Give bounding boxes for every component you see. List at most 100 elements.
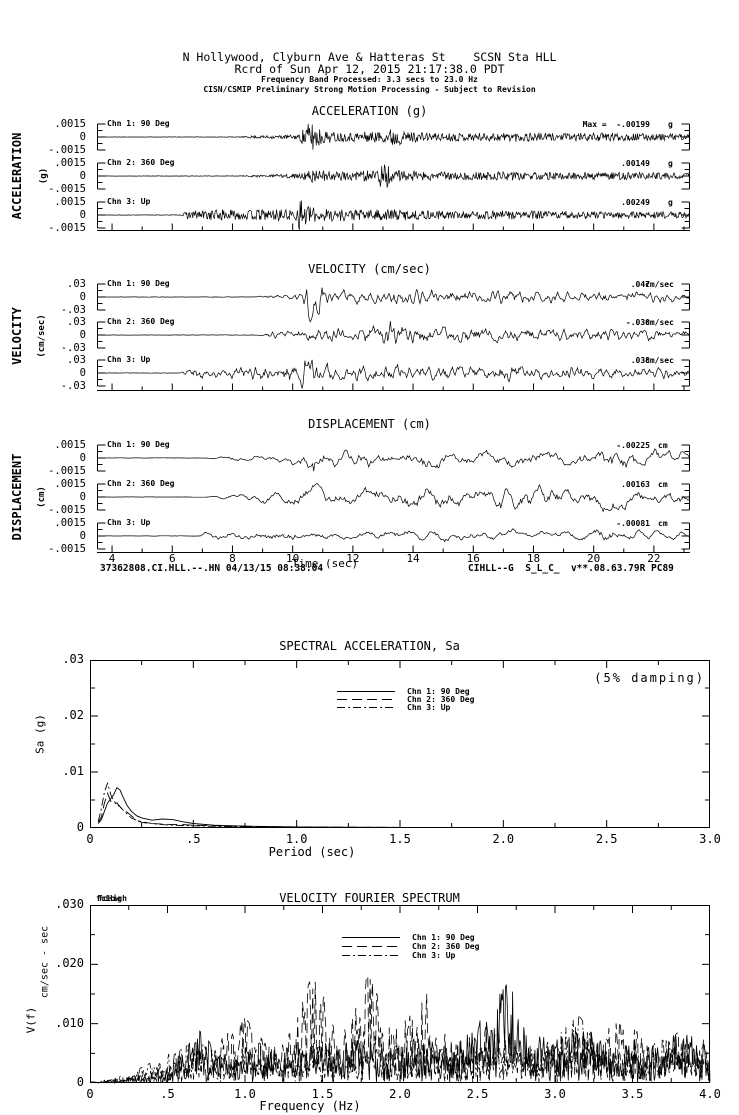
damping-note: (5% damping) — [594, 671, 705, 685]
y-tick-label: 0 — [76, 1075, 84, 1089]
peak-value: -.030 — [625, 318, 650, 327]
y-tick-label: .02 — [62, 708, 84, 722]
channel-label: Chn 2: 360 Deg — [107, 317, 175, 326]
legend-line-solid — [337, 691, 395, 692]
x-tick-label: 3.0 — [699, 832, 721, 846]
sa-legend-row-ch2: Chn 2: 360 Deg — [337, 695, 474, 704]
ytick-pos-label: .03 — [67, 278, 86, 290]
sa-x-axis-label: Period (sec) — [268, 845, 356, 859]
time-tick-label: 4 — [108, 552, 116, 565]
displacement-panel-title: DISPLACEMENT (cm) — [308, 417, 431, 431]
record-datetime: Rcrd of Sun Apr 12, 2015 21:17:38.0 PDT — [234, 62, 505, 76]
trace-displacement-ch1: .0015 0 -.0015 Chn 1: 90 Deg -.00225 cm — [0, 428, 739, 488]
record-id-footer: 37362808.CI.HLL.--.HN 04/13/15 08:38:04 — [100, 563, 324, 574]
ytick-neg-label: -.0015 — [48, 183, 86, 195]
trace-acceleration-ch2: .0015 0 -.0015 Chn 2: 360 Deg .00149 g — [0, 146, 739, 206]
legend-line-dashed — [342, 946, 400, 947]
waveform-velocity-ch1 — [97, 283, 691, 323]
time-tick-label: 20 — [587, 552, 601, 565]
waveform-displacement-ch3 — [97, 522, 691, 550]
displacement-time-axis — [97, 545, 690, 553]
legend-line-dashed — [337, 699, 395, 700]
y-tick-label: .01 — [62, 764, 84, 778]
fourier-chart-plot — [89, 905, 711, 1085]
ytick-pos-label: .0015 — [54, 478, 86, 490]
peak-value: -.00225 — [616, 441, 650, 450]
waveform-velocity-ch3 — [97, 359, 691, 389]
ytick-neg-label: -.0015 — [48, 222, 86, 234]
peak-value: .00149 — [621, 159, 650, 168]
channel-label: Chn 2: 360 Deg — [107, 158, 175, 167]
peak-unit: cm — [658, 480, 668, 489]
fourier-legend-row-ch1: Chn 1: 90 Deg — [342, 933, 475, 942]
x-tick-label: .5 — [186, 832, 201, 846]
channel-label: Chn 3: Up — [107, 197, 151, 206]
peak-unit: g — [668, 198, 673, 207]
station-title: N Hollywood, Clyburn Ave & Hatteras St S… — [182, 50, 557, 64]
legend-label: Chn 1: 90 Deg — [412, 933, 475, 942]
time-tick-label: 8 — [229, 552, 236, 565]
waveform-displacement-ch1 — [97, 444, 691, 472]
ytick-zero-label: 0 — [79, 291, 86, 303]
trace-velocity-ch1: .03 0 -.03 Chn 1: 90 Deg .047 cm/sec — [0, 267, 739, 327]
x-tick-label: 1.0 — [234, 1087, 256, 1101]
ytick-neg-label: -.03 — [60, 342, 86, 354]
ytick-pos-label: .0015 — [54, 157, 86, 169]
ytick-zero-label: 0 — [79, 329, 86, 341]
waveform-acceleration-ch2 — [97, 162, 691, 190]
ytick-pos-label: .03 — [67, 354, 86, 366]
legend-label: Chn 3: Up — [407, 703, 451, 712]
trace-displacement-ch3: .0015 0 -.0015 Chn 3: Up -.00081 cm — [0, 506, 739, 566]
channel-label: Chn 3: Up — [107, 518, 151, 527]
ytick-neg-label: -.03 — [60, 380, 86, 392]
legend-label: Chn 2: 360 Deg — [412, 942, 480, 951]
trace-velocity-ch3: .03 0 -.03 Chn 3: Up .038 cm/sec — [0, 343, 739, 403]
ytick-neg-label: -.0015 — [48, 144, 86, 156]
legend-line-dashdot — [342, 955, 400, 956]
sa-chart-title: SPECTRAL ACCELERATION, Sa — [279, 639, 460, 653]
x-tick-label: .5 — [160, 1087, 175, 1101]
x-tick-label: 2.0 — [492, 832, 515, 846]
velocity-time-axis — [97, 383, 690, 391]
channel-label: Chn 2: 360 Deg — [107, 479, 175, 488]
time-tick-label: 10 — [286, 552, 300, 565]
trace-acceleration-ch3: .0015 0 -.0015 Chn 3: Up .00249 g — [0, 185, 739, 245]
waveform-velocity-ch2 — [97, 321, 691, 349]
trace-displacement-ch2: .0015 0 -.0015 Chn 2: 360 Deg .00163 cm — [0, 467, 739, 527]
ytick-pos-label: .0015 — [54, 517, 86, 529]
ytick-pos-label: .0015 — [54, 118, 86, 130]
peak-value: Max = -.00199 — [582, 120, 650, 129]
acceleration-time-axis — [97, 223, 690, 231]
x-tick-label: 1.0 — [285, 832, 308, 846]
y-tick-label: .030 — [55, 897, 84, 911]
fourier-legend-row-ch2: Chn 2: 360 Deg — [342, 942, 479, 951]
x-tick-label: 3.5 — [621, 1087, 644, 1101]
ytick-neg-label: -.0015 — [48, 543, 86, 555]
peak-value: .047 — [630, 280, 650, 289]
acceleration-panel-title: ACCELERATION (g) — [311, 104, 428, 118]
ytick-pos-label: .0015 — [54, 439, 86, 451]
velocity-panel-title: VELOCITY (cm/sec) — [308, 262, 431, 276]
peak-value: .038 — [630, 356, 650, 365]
ytick-zero-label: 0 — [79, 530, 86, 542]
ytick-zero-label: 0 — [79, 367, 86, 379]
peak-unit: g — [668, 120, 673, 129]
peak-unit: cm — [658, 441, 668, 450]
ytick-pos-label: .0015 — [54, 196, 86, 208]
peak-unit: cm/sec — [645, 280, 674, 289]
channel-label: Chn 1: 90 Deg — [107, 440, 170, 449]
peak-unit: cm — [658, 519, 668, 528]
channel-label: Chn 1: 90 Deg — [107, 119, 170, 128]
legend-line-dashdot — [337, 707, 395, 708]
trace-velocity-ch2: .03 0 -.03 Chn 2: 360 Deg -.030 cm/sec — [0, 305, 739, 365]
sa-chart-plot — [90, 660, 710, 829]
channel-label: Chn 3: Up — [107, 355, 151, 364]
time-tick-label: 16 — [466, 552, 480, 565]
time-tick-label: 18 — [526, 552, 541, 565]
peak-value: .00249 — [621, 198, 650, 207]
legend-line-solid — [342, 937, 400, 938]
y-tick-label: 0 — [76, 820, 84, 834]
peak-value: -.00081 — [616, 519, 650, 528]
ytick-zero-label: 0 — [79, 452, 86, 464]
